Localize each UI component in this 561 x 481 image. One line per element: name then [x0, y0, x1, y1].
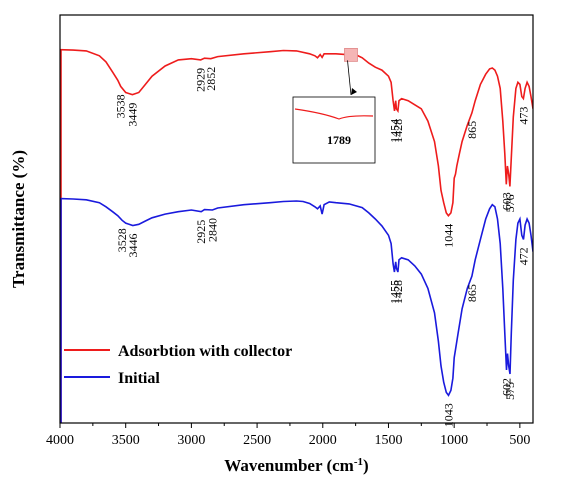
x-tick-label: 2500 [243, 433, 271, 448]
x-tick-label: 3000 [177, 433, 205, 448]
peak-label: 1455 [387, 280, 401, 304]
x-axis-title-main: Wavenumber (cm [224, 456, 354, 475]
inset-pointer [347, 60, 352, 96]
x-tick-label: 1000 [440, 433, 468, 448]
peak-label: 3446 [126, 234, 140, 258]
peak-label: 2840 [205, 218, 219, 242]
peak-label: 473 [516, 107, 530, 125]
series-line-1 [60, 197, 533, 397]
x-tick-label: 500 [509, 433, 530, 448]
peak-label: 1428 [391, 119, 405, 143]
x-axis: 4000 3500 3000 2500 2000 1500 1000 500 [46, 423, 530, 448]
peak-label: 602 [500, 378, 514, 396]
x-tick-label: 3500 [112, 433, 140, 448]
peak-label: 1043 [442, 403, 456, 427]
peak-label: 1044 [441, 224, 455, 248]
inset-curve [294, 108, 374, 120]
x-axis-title-end: ) [363, 456, 369, 475]
x-tick-label: 2000 [309, 433, 337, 448]
peak-label: 472 [517, 247, 531, 265]
series-line-0 [60, 48, 533, 217]
peak-label: 865 [465, 284, 479, 302]
peak-label: 3528 [115, 228, 129, 252]
plot-frame [59, 14, 534, 424]
inset-label: 1789 [327, 133, 351, 147]
inset-box [292, 96, 376, 164]
peak-label: 3538 [114, 94, 128, 118]
peak-labels: 3538344929292852145414281044865603576473… [114, 67, 531, 428]
peak-label: 575 [503, 382, 517, 400]
inset-zoom: 1789 [292, 47, 376, 164]
plot-area [60, 48, 533, 423]
x-axis-title-sup: -1 [354, 456, 363, 468]
y-axis-title: Transmittance (%) [9, 150, 28, 288]
inset-arrowhead [351, 88, 357, 95]
peak-label: 2852 [204, 67, 218, 91]
peak-label: 3449 [125, 103, 139, 127]
peak-label: 865 [465, 121, 479, 139]
x-tick-label: 4000 [46, 433, 74, 448]
peak-label: 2929 [194, 68, 208, 92]
peak-label: 1428 [391, 280, 405, 304]
peak-label: 576 [503, 194, 517, 212]
inset-marker [344, 47, 358, 62]
legend-label-1: Initial [118, 370, 160, 387]
legend-label-0: Adsorbtion with collector [118, 343, 292, 360]
legend: Adsorbtion with collector Initial [64, 343, 292, 387]
peak-label: 2925 [194, 220, 208, 244]
x-tick-label: 1500 [374, 433, 402, 448]
peak-label: 1454 [388, 119, 402, 143]
x-axis-title: Wavenumber (cm-1) [224, 456, 368, 475]
peak-label: 603 [499, 192, 513, 210]
